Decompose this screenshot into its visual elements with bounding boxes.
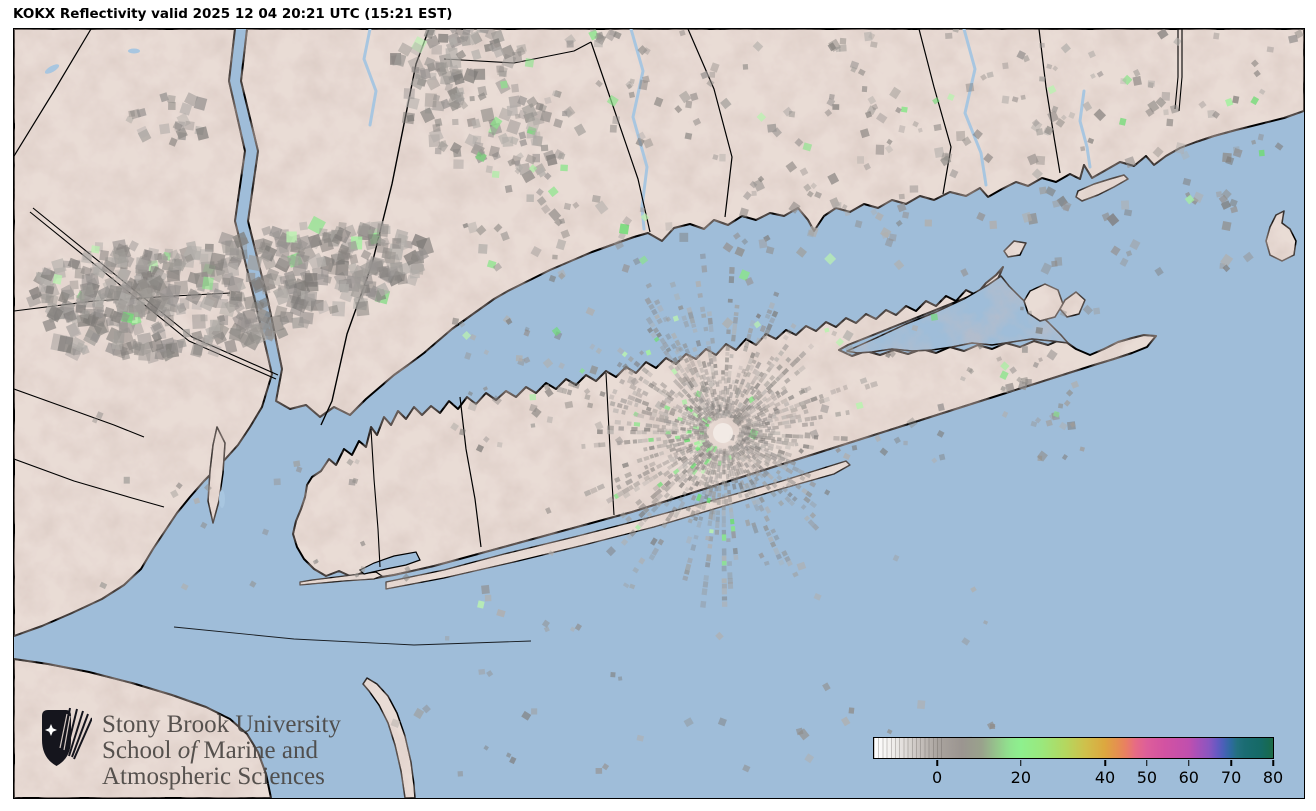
colorbar-tick: [1104, 760, 1106, 766]
lakes-and-rivers: [44, 29, 1092, 508]
colorbar-tick: [1146, 760, 1148, 766]
product-title: KOKX Reflectivity valid 2025 12 04 20:21…: [13, 6, 453, 22]
long-island-coastline: [292, 266, 1157, 579]
colorbar-tick-label: 80: [1262, 768, 1284, 787]
peconic-bay-water: [846, 275, 1069, 354]
colorbar-tick: [1020, 760, 1022, 766]
manhattan-island: [207, 426, 226, 524]
colorbar-tick: [1230, 760, 1232, 766]
plum-island: [1003, 240, 1027, 258]
radar-site-marker: [713, 423, 733, 443]
colorbar-tick: [1272, 760, 1274, 766]
nj-raritan-shore: [14, 658, 272, 798]
radar-map: [13, 28, 1305, 799]
colorbar-tick-label: 0: [931, 768, 943, 787]
colorbar-tick: [936, 760, 938, 766]
map-canvas: [14, 29, 1304, 798]
reflectivity-colorbar: 0 20 40 50 60 70 80: [873, 737, 1283, 787]
colorbar-quantized-segments: [874, 738, 944, 758]
colorbar-tick-label: 50: [1136, 768, 1158, 787]
shelter-island: [1023, 283, 1064, 322]
fishers-island: [1075, 174, 1129, 202]
block-island: [1265, 210, 1297, 262]
colorbar-tick-label: 60: [1178, 768, 1199, 787]
colorbar-tick-label: 40: [1094, 768, 1116, 787]
colorbar-gradient: [874, 738, 1273, 758]
sandy-hook-spit: [362, 677, 416, 798]
mainland-nj-hudson-west: [14, 29, 273, 637]
colorbar-tick-label: 70: [1220, 768, 1242, 787]
radar-echo-layer: [26, 29, 1304, 777]
colorbar-tick: [1188, 760, 1190, 766]
colorbar-tick-label: 20: [1010, 768, 1032, 787]
rockaway-barrier: [299, 571, 383, 586]
gardiners-island: [1059, 291, 1086, 318]
fire-island-barrier: [385, 460, 851, 590]
